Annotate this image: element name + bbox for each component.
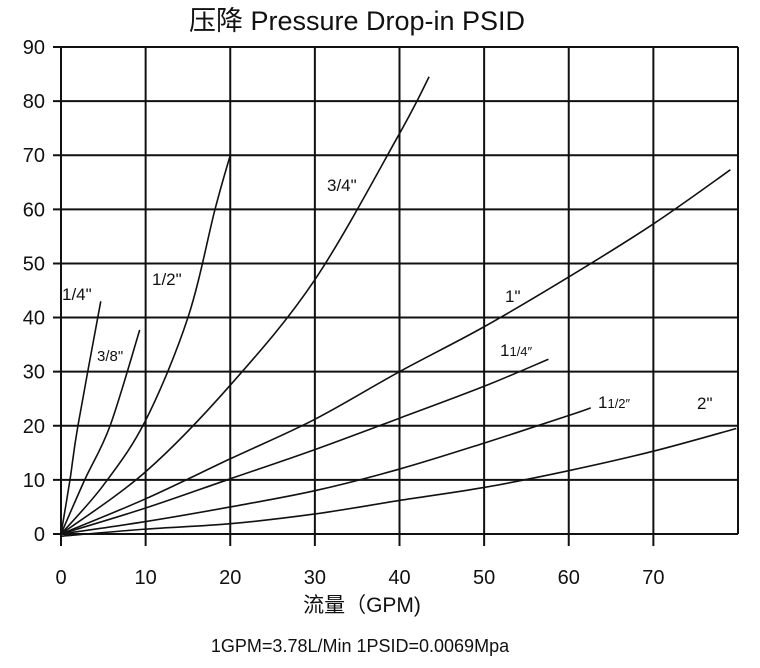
x-tick-label: 10 [135, 567, 157, 589]
x-tick-label: 30 [304, 567, 326, 589]
series-label-main: 2" [697, 394, 713, 413]
series-curve [60, 427, 737, 537]
series-curve [60, 169, 731, 535]
x-tick-label: 20 [219, 567, 241, 589]
series-curve [60, 358, 549, 535]
x-tick-label: 70 [642, 567, 664, 589]
curves [60, 76, 737, 537]
x-tick-label: 50 [473, 567, 495, 589]
series-curve [60, 76, 430, 535]
y-tick-label: 10 [23, 470, 45, 492]
series-label: 2" [697, 394, 713, 413]
series-label-main: 1/2" [152, 270, 182, 289]
y-tick-label: 80 [23, 91, 45, 113]
series-label: 1/2" [152, 270, 182, 289]
series-curve [60, 329, 141, 535]
series-label: 1/4" [62, 285, 92, 304]
y-tick-label: 0 [34, 524, 45, 546]
grid [53, 46, 739, 546]
y-tick-label: 90 [23, 37, 45, 59]
series-label-fraction: 1/2″ [607, 396, 630, 411]
series-label-main: 1" [505, 287, 521, 306]
series-label-main: 3/8" [97, 348, 123, 365]
tick-labels: 0 10 20 30 40 50 60 70 0 10 20 30 40 50 60 70 80 90 [23, 37, 665, 589]
chart-title: 压降 Pressure Drop-in PSID [189, 6, 525, 36]
footnote: 1GPM=3.78L/Min 1PSID=0.0069Mpa [211, 636, 510, 656]
series-label: 11/4″ [500, 341, 533, 360]
series-label: 3/8" [97, 348, 123, 365]
series-label-fraction: 1/4″ [509, 344, 532, 359]
series-labels: 1/4"3/8"1/2"3/4"1"11/4″11/2″ 2" [62, 176, 713, 413]
y-tick-label: 30 [23, 362, 45, 384]
series-label: 11/2″ [598, 393, 631, 412]
x-tick-label: 60 [558, 567, 580, 589]
y-tick-label: 60 [23, 199, 45, 221]
series-label: 1" [505, 287, 521, 306]
y-tick-label: 40 [23, 308, 45, 330]
series-label-main: 1/4" [62, 285, 92, 304]
series-label: 3/4" [327, 176, 357, 195]
x-axis-label: 流量（GPM) [303, 594, 421, 617]
y-tick-label: 50 [23, 253, 45, 275]
series-label-main: 3/4" [327, 176, 357, 195]
x-tick-label: 40 [388, 567, 410, 589]
series-label-main: 1 [598, 393, 607, 412]
y-tick-label: 20 [23, 416, 45, 438]
series-curve [60, 155, 232, 535]
y-tick-label: 70 [23, 145, 45, 167]
series-curve [60, 301, 102, 535]
series-curve [60, 407, 592, 535]
x-tick-label: 0 [55, 567, 66, 589]
series-label-main: 1 [500, 341, 509, 360]
